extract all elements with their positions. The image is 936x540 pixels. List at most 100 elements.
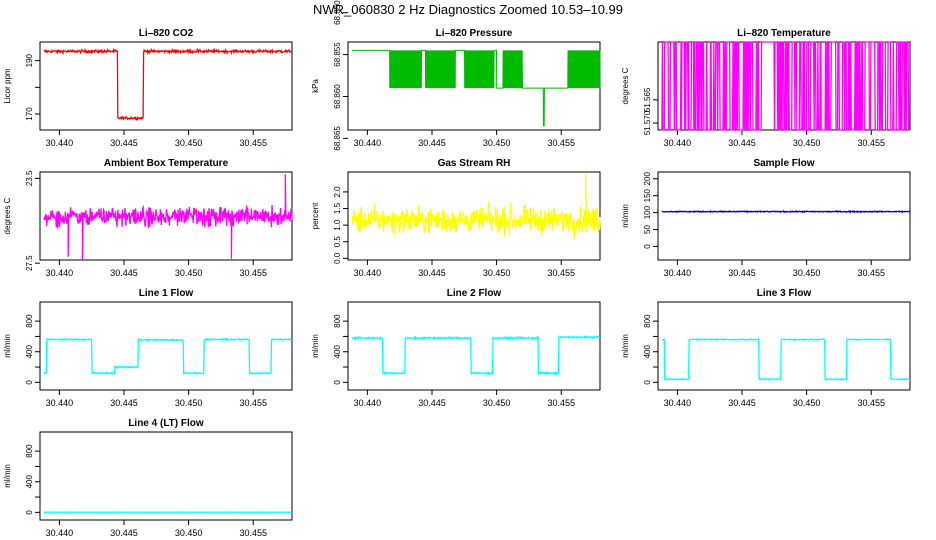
y-tick-label: 0.5 [333,236,342,248]
chart-panel-8: Line 2 Flow 30.440 30.445 30.450 30.455 0 400 8… [311,288,601,408]
y-axis-label: ml/min [3,464,12,488]
y-tick-label: 190 [25,53,34,67]
y-tick-label: 200 [643,172,652,186]
y-tick-label: 68.865 [333,126,342,151]
y-tick-label: 0.0 [333,252,342,264]
x-tick-label: 30.440 [664,398,692,408]
chart-title: Li–820 Pressure [436,28,513,39]
y-tick-label: 0 [333,380,342,385]
chart-panel-10: Line 4 (LT) Flow 30.440 30.445 30.450 30.455… [3,418,293,538]
chart-panel-6: Sample Flow 30.440 30.445 30.450 30.455 0 50 10… [621,158,911,278]
x-tick-label: 30.455 [239,268,267,278]
plot-frame [657,301,911,391]
series-line [661,337,911,382]
series-line [351,49,601,127]
y-tick-label: 27.5 [25,255,34,271]
y-tick-label: 0 [25,380,34,385]
x-tick-label: 30.450 [793,268,821,278]
x-tick-label: 30.450 [175,528,203,538]
y-tick-label: 23.5 [25,170,34,186]
x-tick-label: 30.440 [46,528,74,538]
y-tick-label: 1.0 [333,219,342,231]
y-tick-label: 51.570 [643,110,652,135]
chart-panel-1: Li–820 CO2 30.440 30.445 30.450 30.455 170 190… [3,28,293,148]
y-tick-label: 170 [25,107,34,121]
plot-frame [347,301,601,391]
y-tick-label: 50 [643,225,652,234]
x-tick-label: 30.440 [664,268,692,278]
y-tick-label: 150 [643,188,652,202]
x-tick-label: 30.440 [354,138,382,148]
y-axis-label: kPa [311,79,320,93]
y-axis-label: ml/min [311,334,320,358]
y-axis-label: percent [311,202,320,229]
chart-panel-3: Li–820 Temperature 30.440 30.445 30.450 30.4… [621,28,911,148]
series-line [43,174,293,261]
x-tick-label: 30.450 [175,268,203,278]
y-tick-label: 0 [643,244,652,249]
chart-panel-5: Gas Stream RH 30.440 30.445 30.450 30.455 0.0… [311,158,601,278]
chart-title: Li–820 Temperature [737,28,831,39]
chart-title: Sample Flow [753,158,814,169]
series-line [661,41,910,131]
x-tick-label: 30.440 [46,268,74,278]
series-line [43,337,293,376]
plot-frame [657,171,911,261]
x-tick-label: 30.450 [483,398,511,408]
x-tick-label: 30.455 [547,398,575,408]
x-tick-label: 30.450 [483,138,511,148]
y-tick-label: 400 [25,345,34,359]
x-tick-label: 30.445 [418,268,446,278]
y-axis-label: ml/min [3,334,12,358]
y-tick-label: 400 [643,345,652,359]
x-tick-label: 30.445 [728,138,756,148]
x-tick-label: 30.445 [418,138,446,148]
chart-panel-4: Ambient Box Temperature 30.440 30.445 30.45… [3,158,293,278]
x-tick-label: 30.455 [857,138,885,148]
x-tick-label: 30.445 [110,268,138,278]
x-tick-label: 30.450 [483,268,511,278]
x-tick-label: 30.455 [239,398,267,408]
y-tick-label: 68.855 [333,42,342,67]
y-axis-label: degrees C [621,67,630,104]
x-tick-label: 30.455 [239,138,267,148]
y-tick-label: 800 [25,444,34,458]
y-tick-label: 800 [25,314,34,328]
y-tick-label: 0 [643,380,652,385]
x-tick-label: 30.450 [175,138,203,148]
y-axis-label: degrees C [3,197,12,234]
chart-panel-9: Line 3 Flow 30.440 30.445 30.450 30.455 0 400 8… [621,288,911,408]
x-tick-label: 30.450 [793,398,821,408]
series-line [351,173,601,240]
y-axis-label: Licor ppm [3,68,12,103]
y-tick-label: 100 [643,205,652,219]
chart-panel-2: Li–820 Pressure 30.440 30.445 30.450 30.455 6… [311,0,601,151]
series-line [43,47,293,121]
x-tick-label: 30.450 [793,138,821,148]
y-axis-label: ml/min [621,334,630,358]
x-tick-label: 30.455 [857,268,885,278]
y-tick-label: 68.860 [333,84,342,109]
y-tick-label: 51.565 [643,87,652,112]
x-tick-label: 30.455 [547,268,575,278]
plot-frame [347,171,601,261]
y-tick-label: 400 [25,475,34,489]
plot-frame [39,431,293,521]
figure-title: NWR_060830 2 Hz Diagnostics Zoomed 10.53… [312,2,623,17]
x-tick-label: 30.455 [239,528,267,538]
y-axis-label: ml/min [621,204,630,228]
chart-title: Line 1 Flow [139,288,194,299]
y-tick-label: 2.0 [333,186,342,198]
plot-frame [39,41,293,131]
plot-frame [39,301,293,391]
series-line [661,209,911,214]
x-tick-label: 30.445 [110,528,138,538]
y-tick-label: 0 [25,510,34,515]
x-tick-label: 30.440 [46,138,74,148]
series-line [351,334,601,376]
y-tick-label: 400 [333,345,342,359]
y-tick-label: 68.850 [333,0,342,25]
x-tick-label: 30.445 [110,398,138,408]
y-tick-label: 1.5 [333,202,342,214]
